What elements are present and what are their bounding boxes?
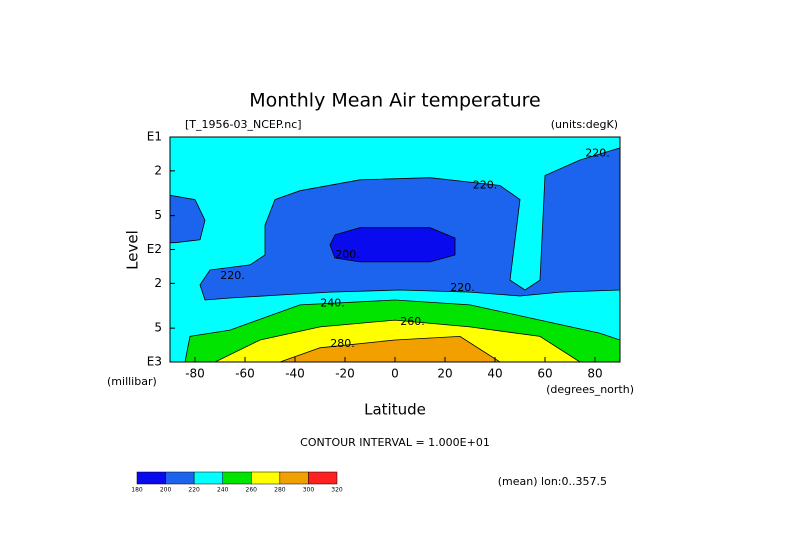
colorbar-box — [193, 471, 223, 485]
x-tick-label: -80 — [185, 367, 205, 381]
units-label: (units:degK) — [551, 118, 618, 131]
file-label: [T_1956-03_NCEP.nc] — [185, 118, 302, 131]
contour-label: 220. — [450, 281, 475, 294]
x-tick-label: 20 — [437, 367, 452, 381]
contour-region — [199, 147, 620, 301]
colorbar-label: 240 — [217, 487, 229, 494]
y-tick-label: E1 — [147, 130, 162, 144]
x-units: (degrees_north) — [546, 383, 634, 396]
contour-label: 200. — [335, 248, 360, 261]
y-tick-label: 5 — [154, 208, 162, 222]
contour-label: 220. — [585, 146, 610, 159]
y-units: (millibar) — [107, 375, 157, 388]
x-tick-label: -40 — [285, 367, 305, 381]
x-tick-label: -20 — [335, 367, 355, 381]
contour-label: 280. — [330, 337, 355, 350]
contour-label: 220. — [220, 269, 245, 282]
x-tick-label: -60 — [235, 367, 255, 381]
y-tick-label: 2 — [154, 276, 162, 290]
y-tick-label: 2 — [154, 163, 162, 177]
colorbar-label: 300 — [303, 487, 315, 494]
colorbar-box — [279, 471, 309, 485]
contour-region — [170, 194, 206, 244]
colorbar-label: 200 — [160, 487, 172, 494]
y-tick-label: 5 — [154, 321, 162, 335]
y-tick-label: E3 — [147, 355, 162, 369]
colorbar-label: 220 — [188, 487, 200, 494]
colorbar-box — [308, 471, 338, 485]
contour-region — [329, 227, 456, 263]
colorbar-box — [222, 471, 252, 485]
colorbar-label: 260 — [246, 487, 258, 494]
colorbar-label: 180 — [131, 487, 143, 494]
x-tick-label: 40 — [487, 367, 502, 381]
contour-label: 240. — [320, 297, 345, 310]
note: (mean) lon:0..357.5 — [498, 475, 607, 488]
y-axis-title: Level — [124, 230, 142, 270]
y-tick-label: E2 — [147, 242, 162, 256]
contour-label: 220. — [473, 179, 498, 192]
colorbar-label: 320 — [331, 487, 343, 494]
chart-title: Monthly Mean Air temperature — [249, 90, 540, 112]
x-tick-label: 60 — [537, 367, 552, 381]
colorbar-box — [251, 471, 281, 485]
colorbar-label: 280 — [274, 487, 286, 494]
contour-interval: CONTOUR INTERVAL = 1.000E+01 — [300, 436, 490, 449]
contour-region — [279, 335, 501, 362]
x-tick-label: 80 — [587, 367, 602, 381]
x-axis-title: Latitude — [364, 401, 426, 419]
colorbar-box — [165, 471, 195, 485]
x-tick-label: 0 — [391, 367, 399, 381]
colorbar-box — [136, 471, 166, 485]
contour-label: 260. — [400, 315, 425, 328]
